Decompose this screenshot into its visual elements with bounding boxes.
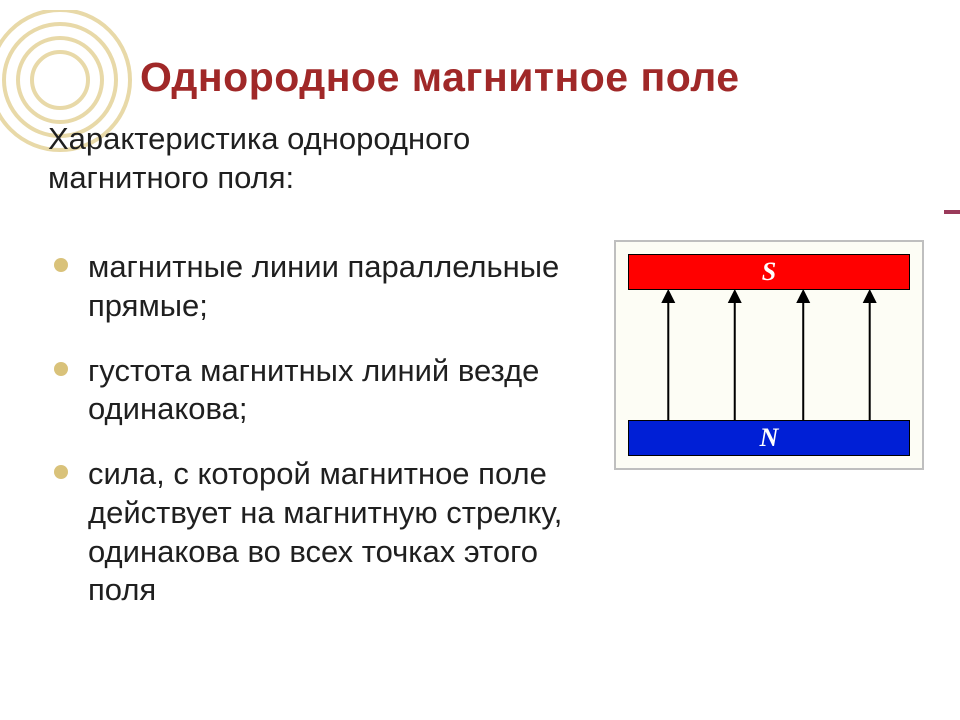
- magnet-diagram: S N: [614, 240, 924, 470]
- north-pole-bar: N: [628, 420, 910, 456]
- slide: Однородное магнитное поле Характеристика…: [0, 0, 960, 720]
- bullet-text: сила, с которой магнитное поле действует…: [88, 456, 562, 607]
- field-arrows: [628, 290, 910, 421]
- list-item: сила, с которой магнитное поле действует…: [48, 455, 588, 610]
- bullet-list: магнитные линии параллельные прямые; гус…: [48, 248, 588, 636]
- bullet-text: магнитные линии параллельные прямые;: [88, 249, 559, 323]
- north-pole-label: N: [760, 423, 779, 453]
- south-pole-label: S: [762, 257, 776, 287]
- bullet-text: густота магнитных линий везде одинакова;: [88, 353, 539, 427]
- south-pole-bar: S: [628, 254, 910, 290]
- page-title: Однородное магнитное поле: [140, 55, 930, 100]
- list-item: густота магнитных линий везде одинакова;: [48, 352, 588, 430]
- list-item: магнитные линии параллельные прямые;: [48, 248, 588, 326]
- dash-decoration: [944, 210, 960, 214]
- subtitle-text: Характеристика однородного магнитного по…: [48, 120, 518, 198]
